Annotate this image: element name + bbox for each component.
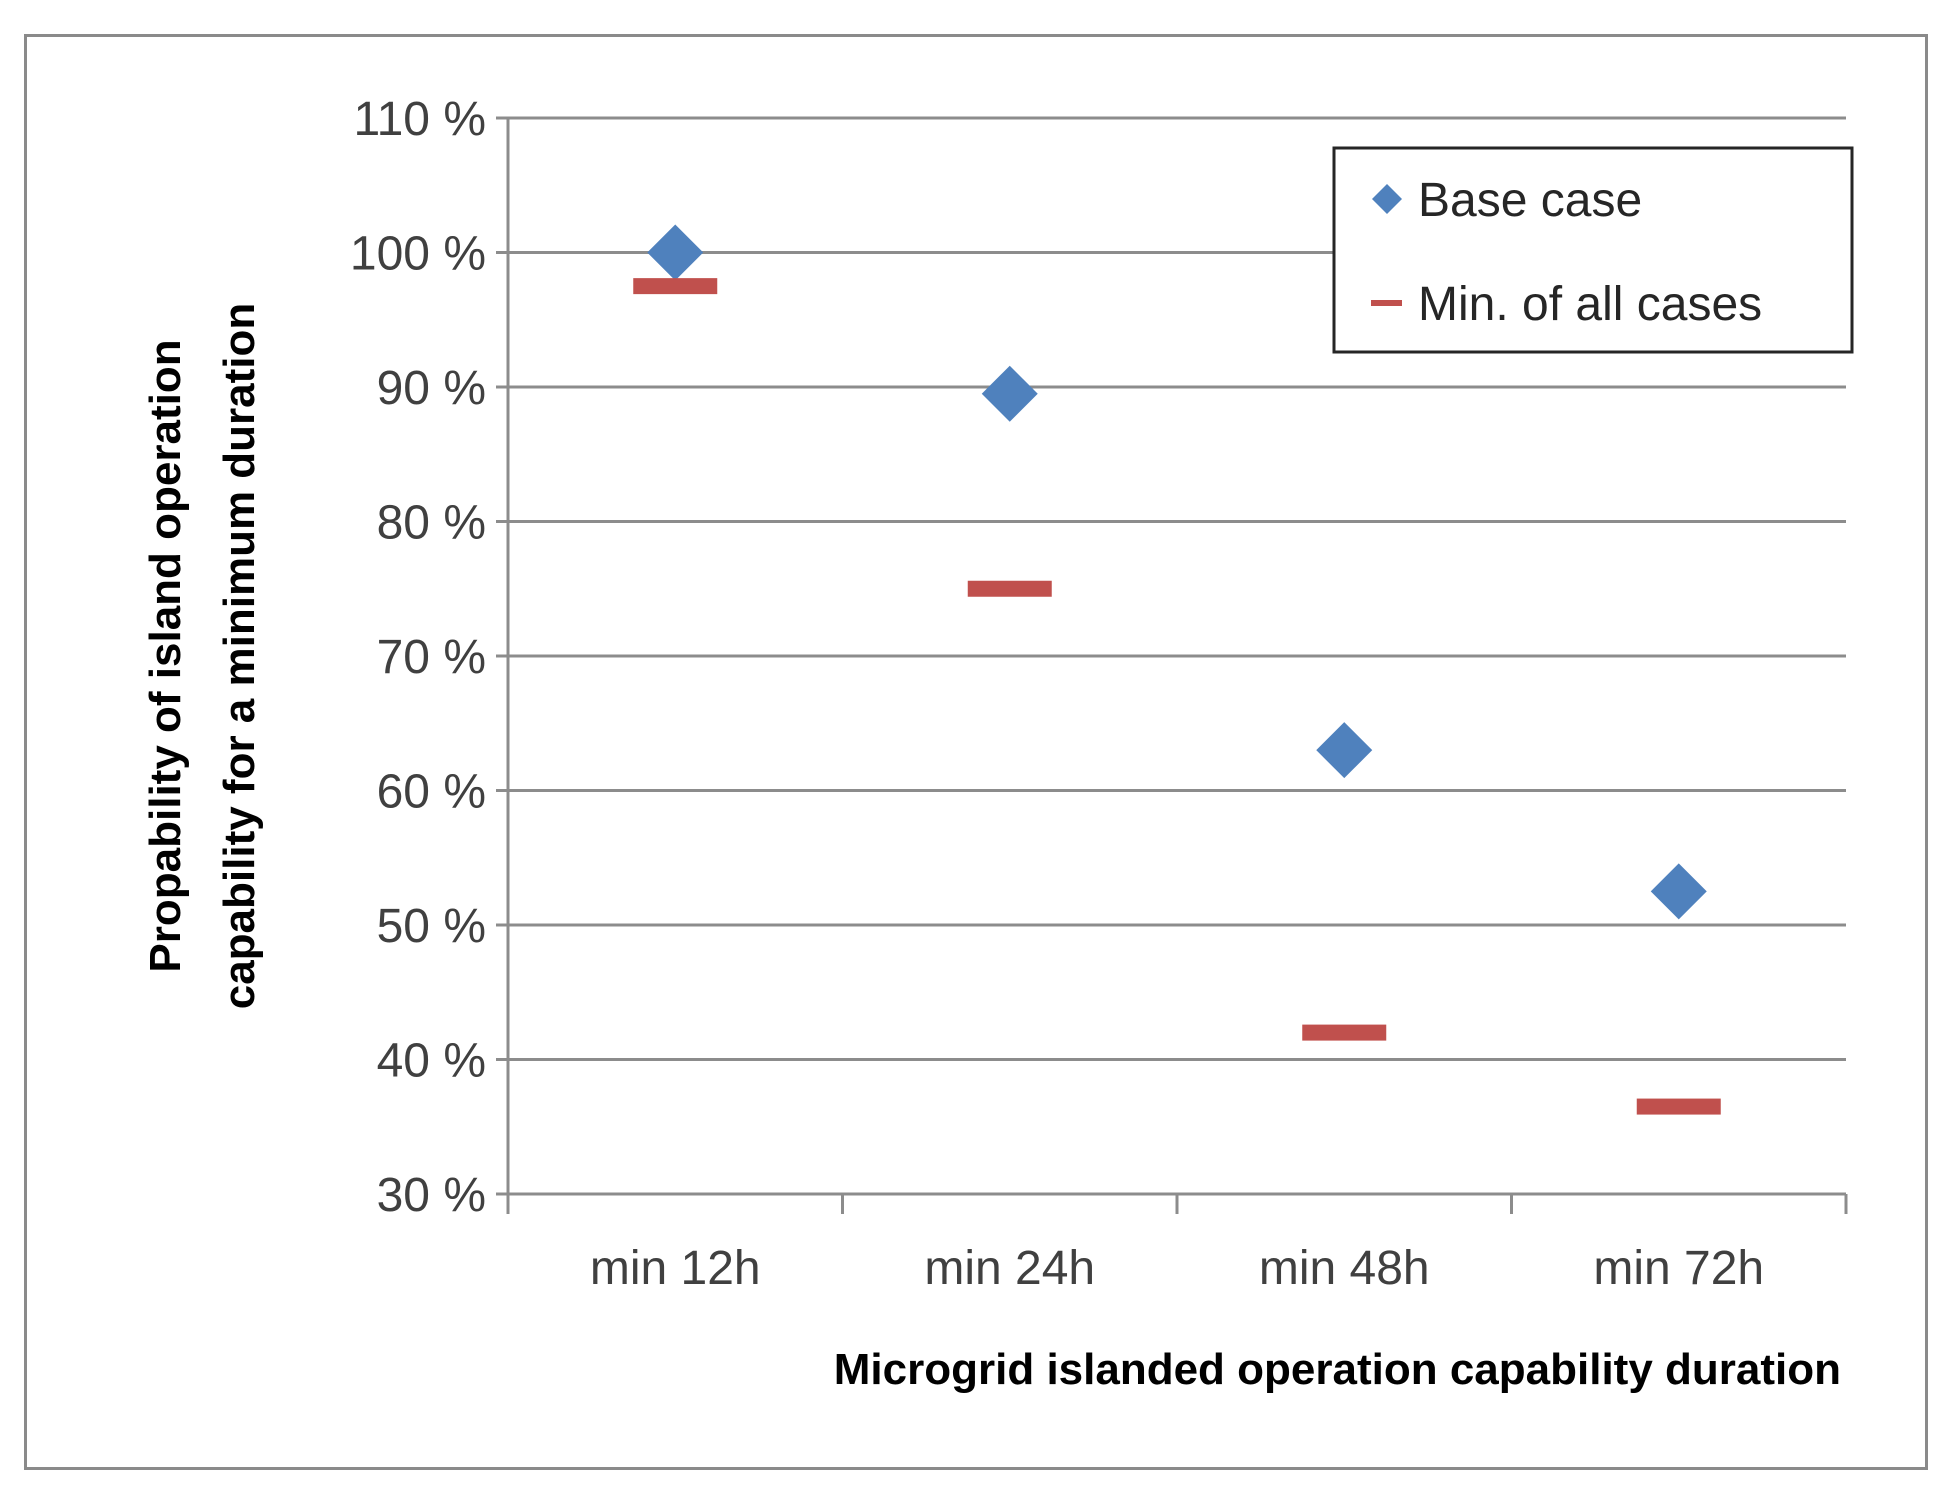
y-tick-label: 30 % xyxy=(377,1169,486,1222)
legend-marker-base-case xyxy=(1372,184,1402,214)
y-tick-label: 110 % xyxy=(353,93,486,146)
x-tick-label: min 48h xyxy=(1259,1242,1430,1295)
y-tick-labels: 30 % 40 % 50 % 60 % 70 % 80 % 90 % 100 % 110 % xyxy=(350,93,486,1222)
x-tick-label: min 12h xyxy=(590,1242,761,1295)
y-tick-label: 60 % xyxy=(377,766,486,819)
legend: Base case Min. of all cases xyxy=(1332,146,1854,354)
data-marks xyxy=(633,224,1721,1115)
min-of-all-cases-point xyxy=(967,580,1052,597)
y-tick-label: 50 % xyxy=(377,900,486,953)
y-tick-label: 90 % xyxy=(377,362,486,415)
x-tick-labels: min 12h min 24h min 48h min 72h xyxy=(590,1242,1764,1295)
y-tick-label: 40 % xyxy=(377,1035,486,1088)
min-of-all-cases-point xyxy=(633,278,718,295)
y-tick-label: 70 % xyxy=(377,631,486,684)
y-tick-label: 80 % xyxy=(377,497,486,550)
y-axis-title-line2: capability for a minimum duration xyxy=(215,303,264,1010)
x-axis-title: Microgrid islanded operation capability … xyxy=(834,1345,1841,1394)
y-tick-label: 100 % xyxy=(350,228,486,281)
axes xyxy=(496,116,1848,1214)
base-case-point xyxy=(647,224,704,281)
base-case-point xyxy=(1650,863,1707,920)
legend-label-min-of-all-cases: Min. of all cases xyxy=(1418,278,1762,331)
min-of-all-cases-point xyxy=(1636,1098,1721,1115)
legend-box xyxy=(1332,146,1854,354)
x-tick-label: min 72h xyxy=(1593,1242,1764,1295)
x-tick-label: min 24h xyxy=(924,1242,1095,1295)
y-axis-title-line1: Propability of island operation xyxy=(141,339,190,972)
legend-label-base-case: Base case xyxy=(1418,174,1642,227)
legend-marker-min-of-all-cases xyxy=(1371,300,1402,306)
base-case-point xyxy=(1316,722,1373,779)
min-of-all-cases-point xyxy=(1302,1024,1387,1041)
base-case-point xyxy=(981,365,1038,422)
